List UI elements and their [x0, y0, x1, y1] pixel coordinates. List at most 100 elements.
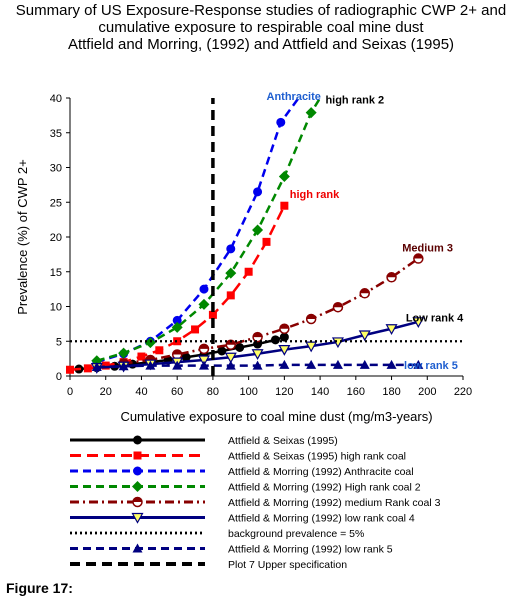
chart-title-line-1: Summary of US Exposure-Response studies … [15, 2, 507, 19]
data-point [278, 344, 291, 356]
series-line [123, 257, 420, 365]
data-point [137, 352, 146, 361]
legend-entry-label: Attfield & Morring (1992) low rank 5 [228, 544, 393, 556]
data-point [251, 349, 264, 360]
data-point [305, 313, 317, 325]
y-tick-label: 0 [56, 371, 62, 383]
legend-entry-label: Attfield & Seixas (1995) [228, 435, 338, 447]
data-point [235, 343, 245, 353]
series-annotation: Low rank 4 [406, 313, 464, 325]
data-point [118, 361, 129, 371]
data-point [225, 360, 236, 370]
data-point [118, 347, 130, 359]
y-tick-label: 5 [56, 336, 62, 348]
data-point [358, 330, 371, 342]
x-tick-label: 220 [454, 386, 472, 398]
legend: Attfield & Seixas (1995) Attfield & Seixa… [70, 435, 441, 571]
data-point [270, 335, 280, 345]
x-tick-label: 20 [100, 386, 112, 398]
data-point [91, 361, 102, 371]
annotations: Anthracite high rank 2 high rank Medium 3 Lo… [267, 91, 465, 372]
data-point [252, 360, 263, 370]
x-tick-label: 140 [311, 386, 329, 398]
x-tick-label: 120 [275, 386, 293, 398]
data-point [208, 310, 217, 319]
legend-marker [132, 481, 143, 492]
data-point [198, 360, 209, 370]
y-tick-label: 15 [50, 267, 62, 279]
data-point [197, 355, 210, 367]
x-tick-label: 0 [67, 386, 73, 398]
legend-marker [132, 496, 143, 508]
data-point [191, 325, 200, 334]
data-point [226, 244, 236, 254]
data-point [217, 346, 227, 356]
data-point [252, 224, 264, 236]
data-point [83, 364, 92, 373]
data-point [332, 359, 343, 369]
series-annotation: low rank 5 [404, 360, 458, 372]
chart-title-line-2: cumulative exposure to respirable coal m… [98, 19, 424, 36]
y-tick-label: 40 [50, 93, 62, 105]
series-line [96, 97, 322, 362]
legend-entry-label: Attfield & Morring (1992) High rank coal… [228, 482, 421, 494]
chart-title-line-3: Attfield and Morring, (1992) and Attfiel… [67, 36, 455, 53]
data-point [155, 346, 164, 355]
y-axis-label: Prevalence (%) of CWP 2+ [15, 159, 30, 314]
x-tick-label: 180 [382, 386, 400, 398]
data-point [253, 187, 263, 197]
data-point [66, 365, 74, 374]
chart-title-block: Summary of US Exposure-Response studies … [0, 2, 522, 53]
series-7 [91, 359, 424, 371]
data-point [226, 291, 235, 300]
series-line [96, 97, 300, 364]
data-point [171, 321, 183, 333]
y-tick-label: 25 [50, 197, 62, 209]
series-annotation: high rank [290, 189, 340, 201]
data-point [386, 272, 397, 283]
data-point [172, 360, 183, 370]
y-tick-label: 20 [50, 232, 62, 244]
figure-caption: Figure 17: [6, 580, 73, 596]
axes: 0 20 40 60 80 100 120 140 160 180 200 220 0 5 10 15 20 25… [15, 93, 472, 424]
legend-entry-label: Attfield & Morring (1992) medium Rank co… [228, 497, 441, 509]
x-tick-label: 100 [239, 386, 257, 398]
legend-entry-label: Plot 7 Upper specification [228, 559, 347, 571]
data-point [279, 332, 289, 342]
data-point [101, 361, 110, 370]
data-point [252, 331, 263, 343]
series-group [66, 97, 463, 376]
data-point [262, 237, 271, 246]
legend-marker [132, 543, 143, 553]
legend-entry-label: Attfield & Seixas (1995) high rank coal [228, 451, 406, 463]
data-point [305, 107, 317, 119]
data-point [198, 298, 210, 310]
legend-marker [133, 451, 142, 460]
data-point [385, 324, 398, 335]
data-point [359, 288, 370, 299]
series-3 [91, 97, 322, 367]
y-tick-label: 30 [50, 163, 62, 175]
series-annotation: Medium 3 [402, 242, 453, 254]
data-point [278, 171, 290, 183]
legend-marker [133, 435, 142, 445]
legend-entry-label: Attfield & Morring (1992) low rank coal … [228, 513, 415, 525]
data-point [386, 359, 397, 369]
data-point [224, 352, 237, 364]
x-tick-label: 40 [135, 386, 147, 398]
x-tick-label: 60 [171, 386, 183, 398]
legend-entry-label: Attfield & Morring (1992) Anthracite coa… [228, 466, 414, 478]
data-point [279, 323, 290, 334]
data-point [276, 117, 286, 127]
data-point [280, 201, 289, 210]
data-point [199, 284, 209, 294]
data-point [279, 359, 290, 369]
data-point [198, 343, 210, 355]
data-point [244, 267, 253, 276]
series-annotation: Anthracite [267, 91, 321, 103]
data-point [413, 359, 424, 369]
data-point [306, 359, 317, 369]
data-point [225, 267, 237, 279]
x-tick-label: 80 [207, 386, 219, 398]
